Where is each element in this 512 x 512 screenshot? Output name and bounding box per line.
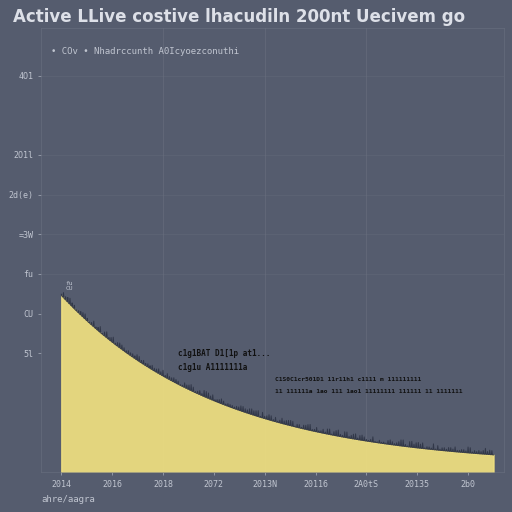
Text: 11 111111a 1ao 111 1ao1 11111111 111111 11 1111111: 11 111111a 1ao 111 1ao1 11111111 111111 … (275, 389, 462, 394)
Text: C1S0C1cr501D1 11r11h1 c1111 m 111111111: C1S0C1cr501D1 11r11h1 c1111 m 111111111 (275, 377, 421, 382)
Text: c1g1BAT D1[1p at1...: c1g1BAT D1[1p at1... (178, 349, 271, 358)
Text: c1g1u A1111111a: c1g1u A1111111a (178, 363, 248, 372)
X-axis label: ahre/aagra: ahre/aagra (41, 495, 95, 504)
Text: Active LLive costive lhacudiln 200nt Uecivem go: Active LLive costive lhacudiln 200nt Uec… (13, 8, 465, 26)
Text: • COv • Nhadrccunth A0Icyoezconuthi: • COv • Nhadrccunth A0Icyoezconuthi (51, 47, 239, 56)
Text: fu
CU: fu CU (66, 281, 73, 291)
